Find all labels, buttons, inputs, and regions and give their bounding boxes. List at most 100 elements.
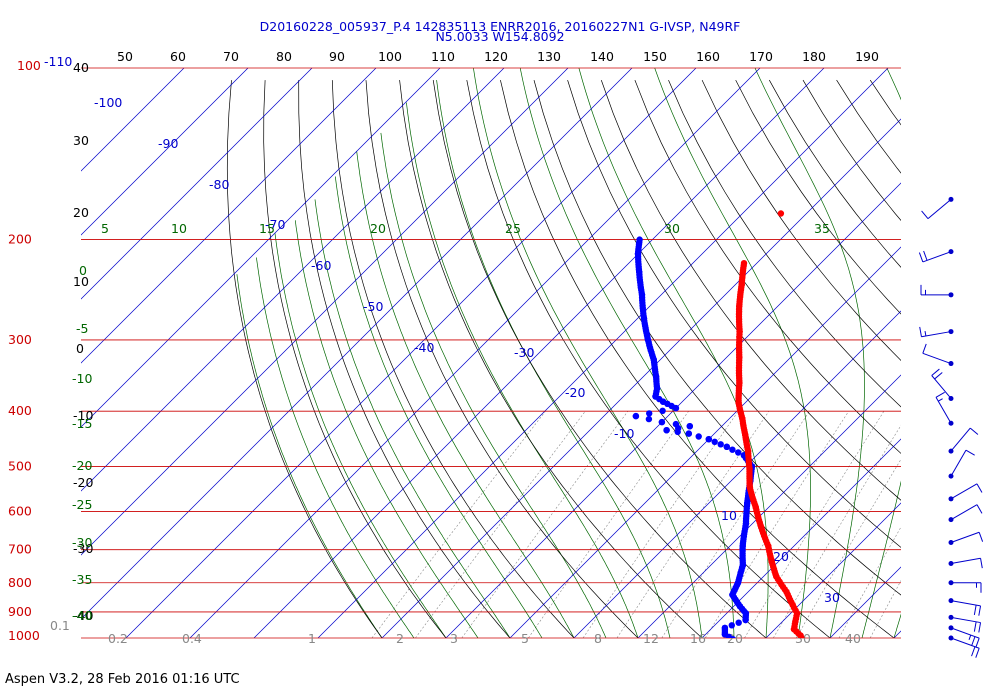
moist-adiabat-line xyxy=(519,68,735,638)
mixing-ratio-label: 16 xyxy=(690,631,706,646)
wind-barb-flag xyxy=(924,330,927,337)
mixing-ratio-label: 3 xyxy=(450,631,458,646)
dry-adiabat-line xyxy=(869,79,901,126)
dewpoint-point xyxy=(711,438,718,445)
isotherm-line xyxy=(445,182,901,638)
isobars xyxy=(81,67,901,639)
top-tick-label: 70 xyxy=(223,49,239,64)
moist-adiabat-line xyxy=(473,68,703,638)
wind-barb xyxy=(948,625,980,648)
dry-adiabat-line xyxy=(701,79,901,361)
mixing-ratio-line xyxy=(838,526,901,638)
theta-w-label: -10 xyxy=(72,371,92,386)
moist-adiabats xyxy=(236,68,901,638)
footer-version: Aspen V3.2, 28 Feb 2016 01:16 UTC xyxy=(5,672,240,687)
theta-w-label: 15 xyxy=(259,221,275,236)
dewpoint-point xyxy=(705,436,712,443)
mixing-ratio-label: 0.1 xyxy=(50,618,70,633)
height-label: 20 xyxy=(73,205,89,220)
mixing-ratio-lines xyxy=(371,411,901,638)
dewpoint-point xyxy=(729,446,736,453)
dewpoint-point xyxy=(695,433,702,440)
isotherm-label: -80 xyxy=(209,177,229,192)
wind-barb-flag xyxy=(965,449,975,456)
isotherm-line xyxy=(509,246,901,638)
isotherm-label: 20 xyxy=(773,549,789,564)
theta-w-label: -40 xyxy=(72,608,92,623)
moist-adiabat-line xyxy=(314,199,511,638)
pressure-label: 600 xyxy=(8,504,32,519)
isotherm-line xyxy=(81,68,185,172)
dry-adiabat-line xyxy=(634,79,901,454)
theta-w-label: -20 xyxy=(72,458,92,473)
mixing-ratio-line xyxy=(869,579,901,638)
pressure-label: 100 xyxy=(17,58,41,73)
wind-barb-flag xyxy=(978,532,984,542)
isotherm-line xyxy=(81,68,441,428)
mixing-ratio-label: 2 xyxy=(396,631,404,646)
isotherm-label: -40 xyxy=(414,340,434,355)
height-label: -40 xyxy=(73,608,93,623)
top-tick-label: 50 xyxy=(117,49,133,64)
dewpoint-point xyxy=(735,619,742,626)
isotherm-line xyxy=(81,68,569,556)
wind-barb xyxy=(948,635,980,658)
isotherm-label: -110 xyxy=(44,54,72,69)
top-tick-label: 60 xyxy=(170,49,186,64)
isotherm-line xyxy=(189,68,761,638)
dewpoint-point xyxy=(717,441,724,448)
moist-adiabat-line xyxy=(754,68,865,638)
dewpoint-point xyxy=(729,636,736,638)
theta-w-label: 0 xyxy=(79,263,87,278)
isotherm-line xyxy=(829,566,901,638)
moist-adiabat-line xyxy=(578,68,769,638)
dewpoint-point xyxy=(723,443,730,450)
isotherms xyxy=(81,68,1000,638)
dewpoint-point xyxy=(658,418,666,426)
dewpoint-point xyxy=(672,404,680,412)
wind-barb xyxy=(935,391,954,426)
theta-w-label: 20 xyxy=(370,221,386,236)
isotherm-line xyxy=(253,68,825,638)
wind-barb-staff xyxy=(950,557,981,564)
dry-adiabat-line xyxy=(500,80,895,638)
dry-adiabat-line xyxy=(668,79,901,408)
isotherm-line xyxy=(893,630,901,638)
top-tick-label: 190 xyxy=(855,49,879,64)
dry-adiabat-line xyxy=(432,80,767,638)
isotherm-line xyxy=(701,438,901,638)
isotherm-line xyxy=(958,68,1000,638)
wind-barb xyxy=(948,557,983,569)
mixing-ratio-label: 40 xyxy=(845,631,861,646)
moist-adiabat-line xyxy=(294,220,479,638)
height-label: 30 xyxy=(73,133,89,148)
wind-barb-staff xyxy=(950,531,980,543)
dewpoint-point xyxy=(685,430,692,437)
theta-w-label: -25 xyxy=(72,497,92,512)
dry-adiabats xyxy=(226,79,901,638)
isotherm-label: -10 xyxy=(614,426,634,441)
top-tick-label: 90 xyxy=(329,49,345,64)
wind-barb xyxy=(918,249,954,263)
wind-barb xyxy=(920,284,954,298)
height-label: -10 xyxy=(73,408,93,423)
height-label: -20 xyxy=(73,475,93,490)
mixing-ratio-label: 8 xyxy=(594,631,602,646)
wind-barb-flag xyxy=(973,605,977,616)
top-tick-label: 140 xyxy=(590,49,614,64)
wind-barb-staff xyxy=(950,427,971,452)
height-label: 0 xyxy=(76,341,84,356)
dewpoint-point xyxy=(735,449,742,456)
dewpoint-point xyxy=(742,616,749,624)
theta-w-label: -30 xyxy=(72,535,92,550)
mixing-ratio-line xyxy=(461,411,629,638)
pressure-label: 300 xyxy=(8,332,32,347)
wind-barb-staff xyxy=(921,331,952,338)
wind-barb-flag xyxy=(923,250,928,261)
dewpoint-point xyxy=(728,622,735,629)
dry-adiabat-line xyxy=(802,79,901,221)
top-tick-label: 110 xyxy=(431,49,455,64)
moist-adiabat-line xyxy=(274,233,447,638)
isotherm-label: -90 xyxy=(158,136,178,151)
